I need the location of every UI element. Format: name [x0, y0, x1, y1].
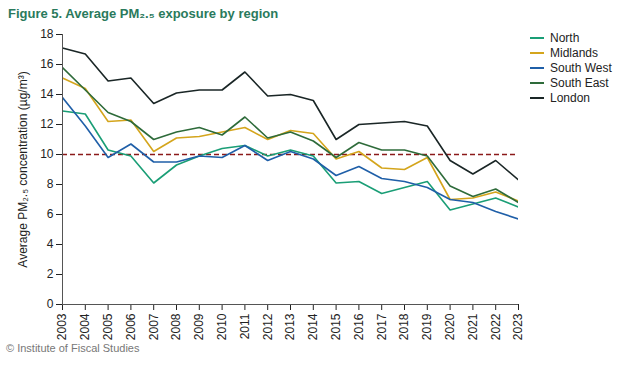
svg-text:8: 8 — [47, 177, 54, 191]
svg-text:2018: 2018 — [397, 313, 411, 340]
svg-text:14: 14 — [40, 87, 54, 101]
html-text:© Institute of Fiscal Studies: © Institute of Fiscal Studies — [6, 342, 140, 354]
svg-text:2023: 2023 — [511, 313, 525, 340]
svg-text:2017: 2017 — [375, 313, 389, 340]
svg-text:2019: 2019 — [420, 313, 434, 340]
html-text:London: London — [550, 90, 590, 105]
svg-text:2008: 2008 — [169, 313, 183, 340]
html-text:Midlands: Midlands — [550, 45, 598, 60]
svg-text:4: 4 — [47, 237, 54, 251]
svg-text:2: 2 — [47, 267, 54, 281]
svg-text:10: 10 — [40, 147, 54, 161]
html-text:Figure 5. Average PM₂.₅ exposu: Figure 5. Average PM₂.₅ exposure by regi… — [8, 6, 279, 21]
svg-text:2009: 2009 — [192, 313, 206, 340]
html-text:North: North — [550, 30, 580, 45]
svg-text:2012: 2012 — [261, 313, 275, 340]
svg-text:2020: 2020 — [443, 313, 457, 340]
svg-text:2004: 2004 — [78, 313, 92, 340]
svg-text:2016: 2016 — [352, 313, 366, 340]
svg-text:2011: 2011 — [238, 313, 252, 339]
svg-text:0: 0 — [47, 297, 54, 311]
svg-text:2014: 2014 — [306, 313, 320, 340]
svg-text:2006: 2006 — [124, 313, 138, 340]
svg-text:18: 18 — [40, 27, 54, 41]
svg-text:Average PM₂.₅ concentration (µ: Average PM₂.₅ concentration (µg/m³) — [16, 71, 30, 267]
svg-text:2013: 2013 — [283, 313, 297, 340]
svg-text:2022: 2022 — [489, 313, 503, 340]
svg-text:2015: 2015 — [329, 313, 343, 340]
svg-text:12: 12 — [40, 117, 54, 131]
svg-text:2005: 2005 — [101, 313, 115, 340]
svg-text:2003: 2003 — [55, 313, 69, 340]
svg-text:6: 6 — [47, 207, 54, 221]
html-text:South East: South East — [550, 75, 609, 90]
svg-text:2021: 2021 — [466, 313, 480, 340]
svg-text:2010: 2010 — [215, 313, 229, 340]
svg-text:2007: 2007 — [147, 313, 161, 340]
html-text:South West: South West — [550, 60, 612, 75]
svg-text:16: 16 — [40, 57, 54, 71]
